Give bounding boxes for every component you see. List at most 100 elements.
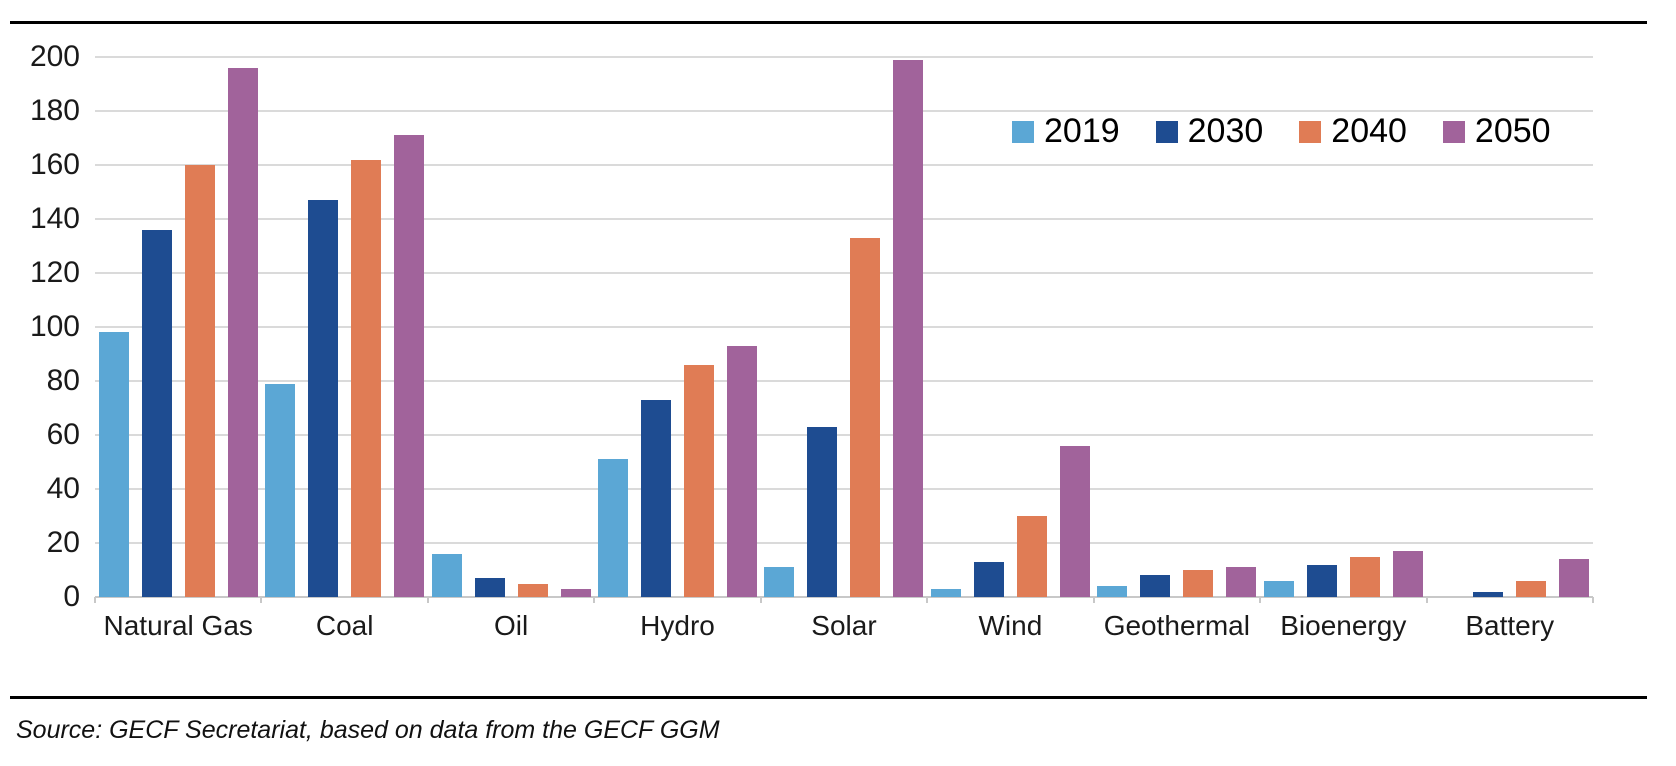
bar-geothermal-2040 bbox=[1183, 570, 1214, 597]
gridline-200 bbox=[95, 56, 1593, 58]
bar-solar-2019 bbox=[764, 567, 795, 597]
bar-oil-2040 bbox=[517, 583, 548, 597]
y-axis-tick-label-140: 140 bbox=[29, 202, 80, 235]
x-axis-tick bbox=[593, 597, 596, 603]
bar-geothermal-2050 bbox=[1226, 567, 1257, 597]
bar-solar-2040 bbox=[850, 237, 881, 597]
bar-battery-2040 bbox=[1516, 580, 1547, 597]
bar-natural-gas-2040 bbox=[184, 165, 215, 597]
legend-label-2030: 2030 bbox=[1187, 112, 1264, 150]
gridline-140 bbox=[95, 218, 1593, 220]
bar-oil-2019 bbox=[431, 553, 462, 597]
bar-bioenergy-2019 bbox=[1263, 580, 1294, 597]
bar-group-battery bbox=[1427, 57, 1593, 597]
legend-swatch-icon-2050 bbox=[1442, 120, 1465, 143]
separator-line bbox=[10, 696, 1647, 699]
y-axis: 0 20 40 60 80 100 120 140 160 180 200 bbox=[0, 40, 80, 613]
y-axis-tick-label-60: 60 bbox=[46, 418, 80, 451]
y-axis-tick-label-120: 120 bbox=[29, 256, 80, 289]
legend-label-2040: 2040 bbox=[1331, 112, 1407, 150]
gridline-80 bbox=[95, 380, 1593, 382]
gridline-20 bbox=[95, 542, 1593, 544]
bar-hydro-2040 bbox=[684, 364, 715, 597]
gridline-40 bbox=[95, 488, 1593, 490]
bar-geothermal-2019 bbox=[1097, 586, 1128, 597]
x-axis-line bbox=[95, 596, 1593, 598]
bar-natural-gas-2030 bbox=[141, 229, 172, 597]
gridline-180 bbox=[95, 110, 1593, 112]
bar-coal-2040 bbox=[351, 159, 382, 597]
bar-hydro-2050 bbox=[727, 345, 758, 597]
legend-swatch-icon-2019 bbox=[1012, 120, 1034, 143]
category-label-geothermal: Geothermal bbox=[1103, 610, 1250, 641]
bar-group-natural-gas bbox=[95, 57, 261, 597]
category-label-hydro: Hydro bbox=[640, 610, 715, 641]
category-label-wind: Wind bbox=[978, 610, 1043, 641]
x-axis-tick bbox=[1259, 597, 1262, 603]
y-axis-tick-label-160: 160 bbox=[29, 148, 80, 181]
bar-coal-2050 bbox=[394, 135, 425, 597]
bar-group-hydro bbox=[594, 57, 760, 597]
x-axis-tick bbox=[94, 597, 96, 603]
bar-battery-2050 bbox=[1559, 559, 1590, 597]
y-axis-tick-label-100: 100 bbox=[29, 310, 80, 343]
category-label-bioenergy: Bioenergy bbox=[1280, 610, 1407, 641]
gridline-60 bbox=[95, 434, 1593, 436]
legend: 2019 2030 2040 2050 bbox=[1012, 112, 1551, 151]
bar-group-coal bbox=[261, 57, 427, 597]
gridline-160 bbox=[95, 164, 1593, 166]
bar-wind-2019 bbox=[930, 588, 961, 597]
y-axis-tick-label-200: 200 bbox=[29, 40, 80, 73]
legend-item-2019: 2019 bbox=[1012, 112, 1120, 151]
bar-wind-2030 bbox=[973, 561, 1004, 597]
bar-geothermal-2030 bbox=[1140, 575, 1171, 597]
legend-swatch-icon-2040 bbox=[1299, 120, 1322, 143]
bar-group-solar bbox=[761, 57, 927, 597]
plot-area bbox=[94, 56, 1594, 603]
legend-item-2050: 2050 bbox=[1442, 112, 1551, 151]
bar-group-geothermal bbox=[1094, 57, 1260, 597]
bar-group-wind bbox=[927, 57, 1093, 597]
y-axis-tick-label-80: 80 bbox=[46, 364, 80, 397]
bar-oil-2030 bbox=[474, 578, 505, 597]
bar-natural-gas-2050 bbox=[227, 67, 258, 597]
category-label-solar: Solar bbox=[811, 610, 877, 641]
category-label-natural-gas: Natural Gas bbox=[103, 610, 253, 641]
gridline-120 bbox=[95, 272, 1593, 274]
bar-natural-gas-2019 bbox=[98, 332, 129, 597]
y-axis-tick-label-0: 0 bbox=[63, 580, 80, 613]
x-axis-tick bbox=[1092, 597, 1095, 603]
x-axis-tick bbox=[1425, 597, 1428, 603]
legend-item-2040: 2040 bbox=[1299, 112, 1407, 151]
bar-coal-2019 bbox=[265, 383, 296, 597]
bar-solar-2030 bbox=[807, 426, 838, 597]
bar-hydro-2019 bbox=[598, 459, 629, 597]
source-note: Source: GECF Secretariat, based on data … bbox=[16, 716, 720, 744]
category-label-battery: Battery bbox=[1465, 610, 1555, 641]
bar-oil-2050 bbox=[560, 588, 591, 597]
bar-wind-2050 bbox=[1059, 445, 1090, 597]
x-axis-tick bbox=[1592, 597, 1594, 603]
bar-battery-2030 bbox=[1473, 591, 1504, 597]
top-border-line bbox=[10, 21, 1647, 24]
category-label-oil: Oil bbox=[493, 610, 529, 641]
bar-group-oil bbox=[428, 57, 594, 597]
bar-bioenergy-2030 bbox=[1306, 564, 1337, 597]
bar-bioenergy-2040 bbox=[1349, 556, 1380, 597]
x-axis-tick bbox=[926, 597, 929, 603]
y-axis-tick-label-20: 20 bbox=[46, 526, 80, 559]
y-axis-tick-label-40: 40 bbox=[46, 472, 80, 505]
bar-coal-2030 bbox=[308, 200, 339, 597]
gridline-100 bbox=[95, 326, 1593, 328]
x-axis-category-labels: Natural Gas Coal Oil Hydro Solar Wind Geotherm… bbox=[95, 610, 1593, 642]
legend-item-2030: 2030 bbox=[1155, 112, 1264, 151]
legend-label-2050: 2050 bbox=[1474, 112, 1551, 150]
bar-solar-2050 bbox=[893, 59, 924, 597]
legend-label-2019: 2019 bbox=[1044, 112, 1120, 150]
x-axis-tick bbox=[426, 597, 429, 603]
category-label-coal: Coal bbox=[315, 610, 374, 641]
bar-bioenergy-2050 bbox=[1392, 551, 1423, 597]
y-axis-tick-label-180: 180 bbox=[29, 94, 80, 127]
bar-wind-2040 bbox=[1016, 516, 1047, 597]
